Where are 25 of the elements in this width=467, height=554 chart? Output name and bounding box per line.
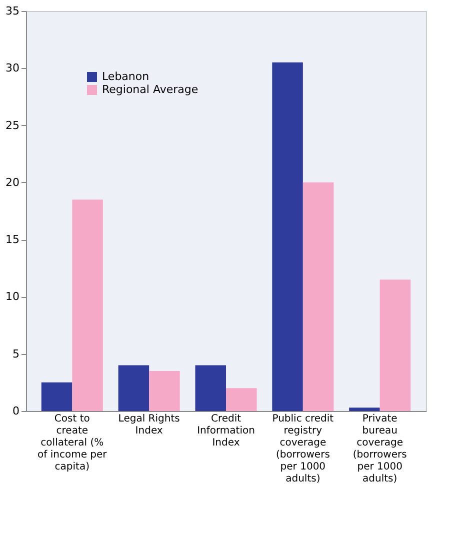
bar — [272, 62, 303, 411]
bar — [41, 382, 72, 411]
x-tick-label: Private bureau coverage (borrowers per 1000 adults) — [352, 414, 407, 484]
legend-label: Regional Average — [102, 83, 198, 96]
bar — [226, 388, 257, 411]
x-tick-label: Legal Rights Index — [118, 414, 180, 436]
bar — [380, 280, 411, 411]
y-tick-label: 5 — [12, 347, 20, 360]
y-tick-label: 35 — [6, 4, 20, 18]
y-tick-label: 20 — [6, 176, 20, 189]
bar — [118, 365, 150, 411]
bar — [349, 408, 380, 411]
x-tick-label: Cost to create collateral (% of income per capita) — [38, 414, 108, 472]
y-tick-label: 15 — [6, 233, 20, 246]
legend-label: Lebanon — [102, 70, 150, 83]
bar — [302, 182, 334, 411]
bar — [149, 371, 180, 411]
x-tick-label: Public credit registry coverage (borrowers per 1000 adults) — [272, 414, 334, 484]
y-tick-label: 0 — [12, 404, 20, 418]
bar — [72, 200, 103, 411]
y-tick-label: 30 — [6, 62, 20, 75]
bar — [195, 365, 226, 411]
y-tick-label: 10 — [6, 290, 20, 304]
y-tick-label: 25 — [6, 118, 20, 132]
x-tick-label: Credit Information Index — [197, 414, 255, 448]
